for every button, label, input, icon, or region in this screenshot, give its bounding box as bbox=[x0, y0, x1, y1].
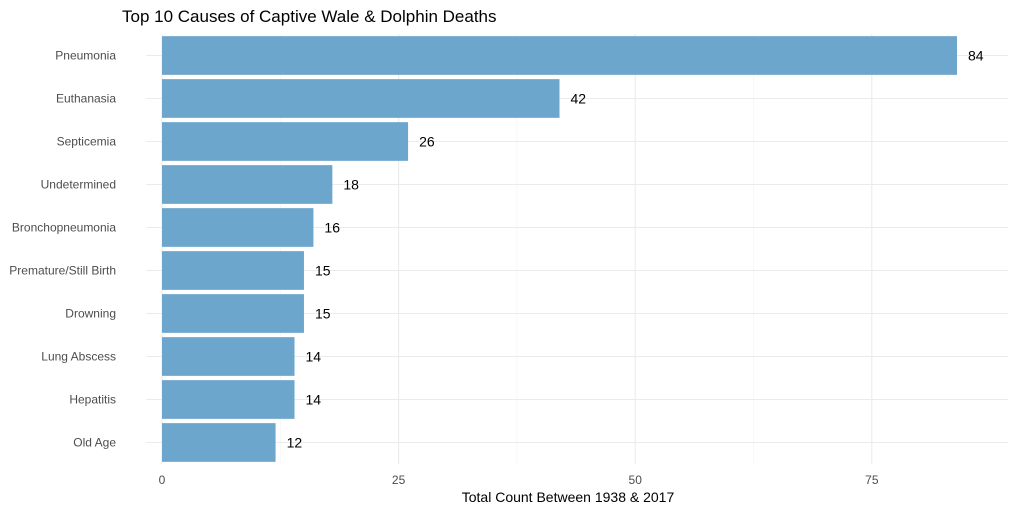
y-tick-label: Euthanasia bbox=[56, 92, 116, 106]
bar bbox=[162, 208, 314, 247]
x-tick-label: 50 bbox=[629, 473, 643, 487]
data-label: 18 bbox=[343, 177, 359, 193]
x-axis-label: Total Count Between 1938 & 2017 bbox=[462, 489, 675, 505]
y-tick-label: Premature/Still Birth bbox=[9, 264, 116, 278]
bar bbox=[162, 294, 304, 333]
bar bbox=[162, 251, 304, 290]
bars bbox=[162, 36, 957, 462]
data-label: 26 bbox=[419, 134, 435, 150]
y-axis-labels: Pneumonia Euthanasia Septicemia Undetermine… bbox=[9, 49, 116, 450]
y-tick-label: Drowning bbox=[65, 307, 116, 321]
data-label: 42 bbox=[571, 91, 587, 107]
y-tick-label: Bronchopneumonia bbox=[12, 221, 116, 235]
y-tick-label: Septicemia bbox=[57, 135, 117, 149]
x-tick-label: 0 bbox=[159, 473, 166, 487]
y-tick-label: Undetermined bbox=[41, 178, 116, 192]
bar bbox=[162, 380, 295, 419]
data-label: 14 bbox=[306, 349, 322, 365]
data-label: 84 bbox=[968, 48, 984, 64]
data-label: 14 bbox=[306, 392, 322, 408]
y-tick-label: Old Age bbox=[73, 436, 116, 450]
data-label: 12 bbox=[287, 435, 303, 451]
chart-title: Top 10 Causes of Captive Wale & Dolphin … bbox=[122, 7, 497, 26]
bar bbox=[162, 36, 957, 75]
data-labels: 84 42 26 18 16 15 15 14 14 12 bbox=[287, 48, 984, 451]
bar bbox=[162, 122, 409, 161]
bar bbox=[162, 79, 560, 118]
x-tick-label: 75 bbox=[865, 473, 879, 487]
y-tick-label: Lung Abscess bbox=[41, 350, 116, 364]
bar bbox=[162, 337, 295, 376]
data-label: 16 bbox=[324, 220, 340, 236]
bar bbox=[162, 165, 333, 204]
data-label: 15 bbox=[315, 263, 331, 279]
x-axis-ticks: 0 25 50 75 bbox=[159, 473, 879, 487]
x-tick-label: 25 bbox=[392, 473, 406, 487]
y-tick-label: Pneumonia bbox=[55, 49, 116, 63]
bar bbox=[162, 423, 276, 462]
y-tick-label: Hepatitis bbox=[69, 393, 116, 407]
data-label: 15 bbox=[315, 306, 331, 322]
